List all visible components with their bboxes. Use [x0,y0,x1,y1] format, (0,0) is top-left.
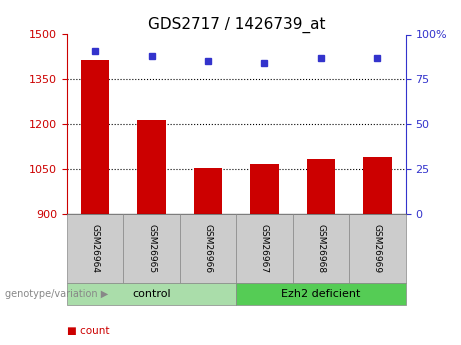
Bar [81,60,109,214]
Bar [194,168,222,214]
Text: GSM26968: GSM26968 [316,224,325,273]
Text: GSM26966: GSM26966 [203,224,213,273]
Text: GSM26967: GSM26967 [260,224,269,273]
Text: Ezh2 deficient: Ezh2 deficient [281,289,361,299]
Text: control: control [132,289,171,299]
Text: GSM26964: GSM26964 [90,224,100,273]
Bar [250,164,278,214]
Text: genotype/variation ▶: genotype/variation ▶ [5,289,108,299]
Text: ■ count: ■ count [67,326,109,336]
Bar [363,157,391,214]
Title: GDS2717 / 1426739_at: GDS2717 / 1426739_at [148,17,325,33]
Bar [137,120,165,214]
Text: GSM26965: GSM26965 [147,224,156,273]
Text: GSM26969: GSM26969 [373,224,382,273]
Bar [307,159,335,214]
